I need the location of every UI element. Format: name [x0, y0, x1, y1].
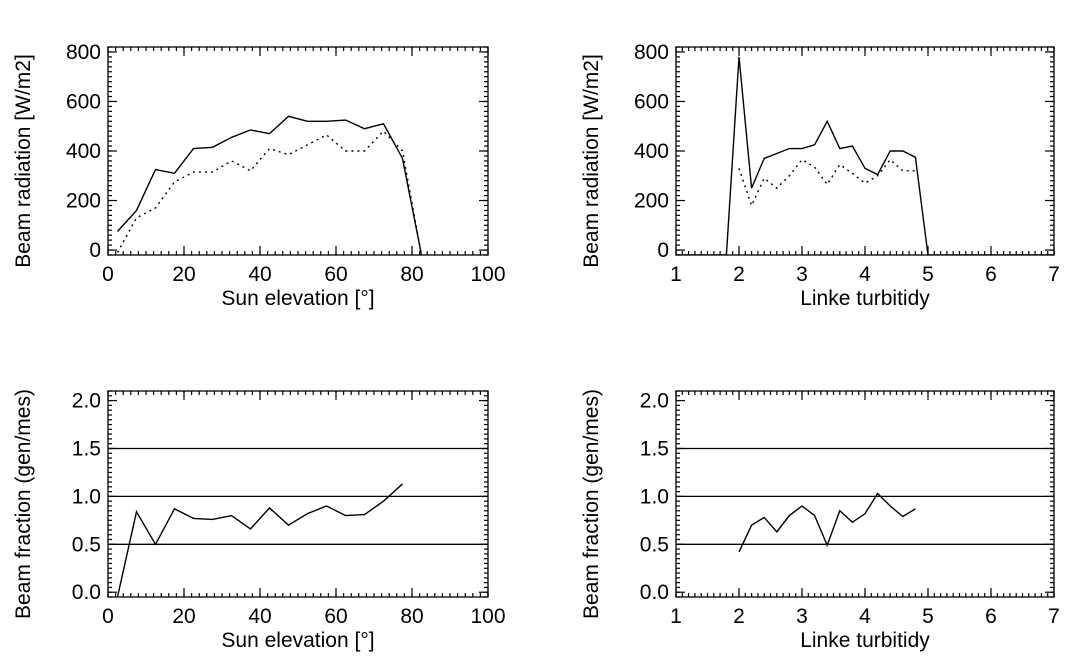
x-axis-title: Sun elevation [°] — [221, 629, 374, 652]
solid-series-line — [738, 492, 916, 553]
x-tick-label: 40 — [248, 263, 271, 286]
y-tick-label: 0.5 — [72, 533, 101, 556]
x-tick-label: 4 — [859, 263, 871, 286]
y-axis-title: Beam fraction (gen/mes) — [580, 389, 603, 619]
x-tick-label: 60 — [324, 263, 347, 286]
y-tick-label: 0 — [657, 239, 669, 262]
x-tick-label: 2 — [733, 263, 745, 286]
x-tick-label: 20 — [172, 263, 195, 286]
y-tick-label: 0 — [89, 239, 101, 262]
y-tick-label: 200 — [634, 190, 669, 213]
plot-frame — [107, 390, 489, 598]
x-tick-label: 40 — [248, 605, 271, 628]
solid-series-line — [116, 483, 403, 597]
x-tick-label: 3 — [796, 263, 808, 286]
x-tick-label: 20 — [172, 605, 195, 628]
y-tick-label: 400 — [634, 140, 669, 163]
y-tick-label: 0.5 — [640, 533, 669, 556]
x-tick-label: 3 — [796, 605, 808, 628]
x-tick-label: 5 — [922, 605, 934, 628]
y-tick-label: 2.0 — [640, 390, 669, 413]
y-tick-label: 800 — [634, 41, 669, 64]
chart-panel-3: 0 20 40 60 80 100 0.0 0.5 1.0 1.5 2.0 Sun elevation… — [12, 389, 506, 652]
solid-series-line — [116, 115, 423, 255]
chart-panel-1: 0 20 40 60 80 100 0 200 400 600 800 Sun elevation [… — [12, 41, 506, 310]
y-tick-label: 600 — [66, 90, 101, 113]
y-tick-label: 400 — [66, 140, 101, 163]
chart-panel-4: 1 2 3 4 5 6 7 0.0 0.5 1.0 1.5 2.0 Linke turbitidy Bea… — [580, 389, 1060, 652]
y-tick-label: 1.0 — [72, 485, 101, 508]
x-tick-label: 6 — [985, 263, 997, 286]
x-tick-label: 4 — [859, 605, 871, 628]
x-tick-label: 100 — [470, 605, 505, 628]
x-tick-label: 1 — [670, 263, 682, 286]
x-axis-title: Linke turbitidy — [800, 629, 930, 652]
plot-frame — [675, 46, 1055, 256]
x-tick-label: 100 — [470, 263, 505, 286]
y-axis-title: Beam radiation [W/m2] — [12, 54, 35, 268]
y-tick-label: 2.0 — [72, 390, 101, 413]
y-tick-label: 200 — [66, 190, 101, 213]
x-tick-label: 60 — [324, 605, 347, 628]
x-axis-title: Sun elevation [°] — [221, 287, 374, 310]
x-tick-label: 80 — [400, 263, 423, 286]
y-tick-label: 0.0 — [640, 581, 669, 604]
x-tick-label: 0 — [102, 263, 114, 286]
dotted-series-line — [738, 158, 916, 208]
x-tick-label: 7 — [1048, 605, 1060, 628]
chart-panel-2: 1 2 3 4 5 6 7 0 200 400 600 800 Linke turbitidy Beam … — [580, 41, 1060, 310]
y-tick-label: 800 — [66, 41, 101, 64]
solid-series-line — [676, 56, 1054, 255]
y-axis-title: Beam fraction (gen/mes) — [12, 389, 35, 619]
y-tick-label: 1.0 — [640, 485, 669, 508]
y-tick-label: 1.5 — [640, 437, 669, 460]
y-axis-title: Beam radiation [W/m2] — [580, 54, 603, 268]
plot-frame — [675, 390, 1055, 598]
plot-frame — [107, 46, 489, 256]
x-tick-label: 1 — [670, 605, 682, 628]
x-tick-label: 80 — [400, 605, 423, 628]
y-tick-label: 600 — [634, 90, 669, 113]
x-tick-label: 6 — [985, 605, 997, 628]
x-tick-label: 5 — [922, 263, 934, 286]
dotted-series-line — [116, 130, 423, 255]
x-tick-label: 2 — [733, 605, 745, 628]
x-tick-label: 7 — [1048, 263, 1060, 286]
y-tick-label: 1.5 — [72, 437, 101, 460]
x-axis-title: Linke turbitidy — [800, 287, 930, 310]
x-tick-label: 0 — [102, 605, 114, 628]
y-tick-label: 0.0 — [72, 581, 101, 604]
